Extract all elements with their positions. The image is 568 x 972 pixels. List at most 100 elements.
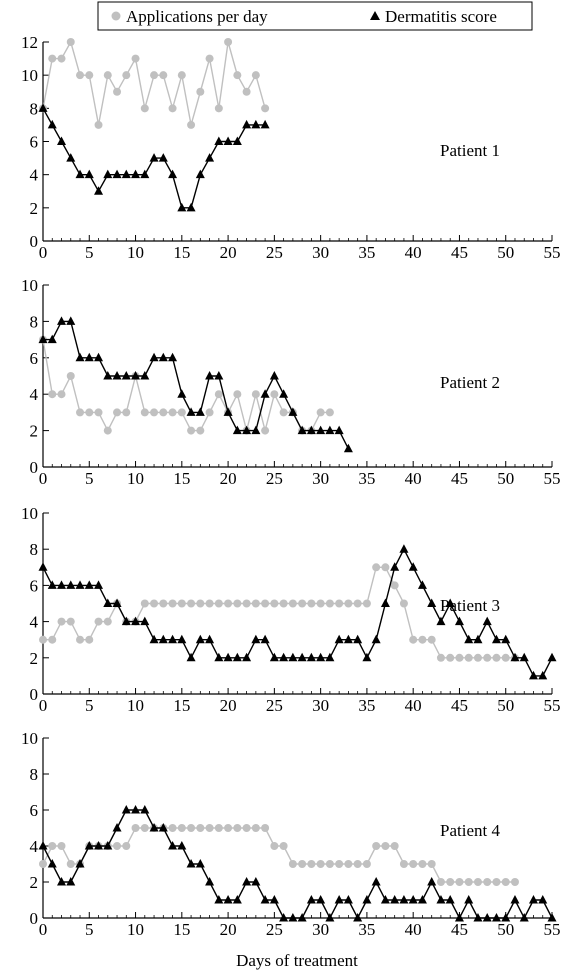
applications-point [381, 842, 390, 850]
dermatitis-point [491, 634, 501, 644]
applications-point [150, 599, 159, 608]
applications-point [261, 426, 270, 435]
applications-point [409, 635, 418, 644]
dermatitis-point [445, 895, 455, 904]
dermatitis-point [519, 913, 529, 922]
dermatitis-point [436, 616, 446, 626]
applications-point [335, 599, 344, 608]
applications-point [177, 599, 186, 608]
dermatitis-point [47, 580, 57, 589]
dermatitis-point [186, 407, 196, 416]
panel-label: Patient 1 [440, 141, 500, 160]
dermatitis-point [103, 841, 113, 850]
dermatitis-point [547, 913, 557, 922]
legend: Applications per day Dermatitis score [97, 1, 533, 31]
applications-point [57, 617, 66, 626]
applications-point [66, 617, 75, 626]
applications-point [187, 824, 196, 832]
applications-point [196, 426, 205, 435]
dermatitis-point [399, 895, 409, 904]
x-tick-label: 30 [312, 696, 329, 715]
dermatitis-point [325, 913, 335, 922]
dermatitis-series [38, 316, 353, 453]
x-tick-label: 15 [173, 243, 190, 262]
applications-point [205, 599, 214, 608]
dermatitis-point [510, 652, 520, 662]
applications-point [446, 653, 455, 662]
dermatitis-point [251, 634, 261, 644]
applications-point [242, 87, 251, 96]
dermatitis-point [158, 153, 168, 162]
y-tick-label: 6 [30, 133, 39, 152]
dermatitis-point [260, 389, 270, 398]
applications-point [76, 71, 85, 80]
applications-point [85, 635, 94, 644]
dermatitis-point [260, 634, 270, 644]
x-tick-label: 5 [85, 920, 94, 939]
dermatitis-point [242, 652, 252, 662]
applications-point [372, 842, 381, 850]
dermatitis-point [223, 136, 233, 145]
applications-point [122, 71, 131, 80]
applications-point [131, 824, 140, 832]
applications-point [168, 599, 177, 608]
applications-point [140, 824, 149, 832]
applications-point [233, 599, 242, 608]
dermatitis-point [334, 425, 344, 435]
applications-point [242, 824, 251, 832]
dermatitis-point [297, 425, 307, 435]
chart-panel-1: 0 2 4 6 8 10 12 0 5 10 15 20 25 30 35 40 45 50 55 Patient 1 [21, 33, 561, 262]
x-tick-label: 55 [544, 696, 561, 715]
dermatitis-point [140, 169, 150, 179]
dermatitis-point [306, 895, 316, 904]
dermatitis-point [66, 153, 76, 162]
applications-point [436, 653, 445, 662]
dermatitis-point [112, 371, 122, 380]
applications-point [113, 87, 122, 96]
dermatitis-point [288, 913, 298, 922]
applications-point [57, 842, 66, 850]
y-tick-label: 0 [30, 458, 39, 477]
x-tick-label: 30 [312, 469, 329, 488]
dermatitis-line [43, 320, 350, 450]
applications-point [399, 860, 408, 868]
applications-point [492, 653, 501, 662]
dermatitis-point [94, 186, 104, 195]
x-tick-label: 55 [544, 243, 561, 262]
applications-point [427, 635, 436, 644]
dermatitis-point [251, 119, 261, 129]
applications-point [187, 599, 196, 608]
applications-point [325, 408, 334, 417]
dermatitis-point [325, 425, 335, 435]
dermatitis-point [84, 169, 94, 179]
dermatitis-point [223, 652, 233, 662]
applications-point [159, 599, 168, 608]
x-tick-label: 45 [451, 920, 468, 939]
dermatitis-point [149, 153, 159, 162]
x-tick-label: 20 [220, 243, 237, 262]
dermatitis-point [464, 895, 474, 904]
dermatitis-point [538, 895, 548, 904]
applications-point [464, 878, 473, 886]
dermatitis-point [205, 877, 215, 886]
applications-point [113, 842, 122, 850]
dermatitis-series [38, 103, 270, 212]
x-tick-label: 40 [405, 469, 422, 488]
applications-point [39, 860, 47, 868]
dermatitis-point [223, 407, 233, 416]
dermatitis-point [57, 136, 67, 145]
applications-point [177, 71, 186, 80]
dermatitis-point [316, 895, 326, 904]
dermatitis-point [66, 877, 76, 886]
applications-point [76, 635, 85, 644]
dermatitis-point [288, 407, 298, 416]
dermatitis-point [140, 805, 150, 814]
applications-point [316, 599, 325, 608]
legend-applications-label: Applications per day [126, 7, 268, 26]
applications-point [196, 599, 205, 608]
applications-point [168, 408, 177, 417]
dermatitis-point [288, 652, 298, 662]
y-tick-label: 10 [21, 66, 38, 85]
applications-line [42, 827, 515, 883]
